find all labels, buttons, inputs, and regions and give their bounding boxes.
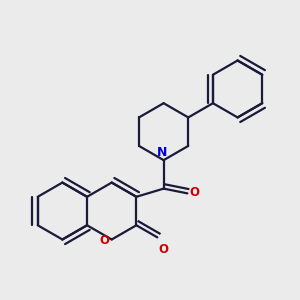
- Text: O: O: [190, 186, 200, 199]
- Text: O: O: [158, 243, 169, 256]
- Text: N: N: [156, 146, 167, 159]
- Text: O: O: [100, 234, 110, 247]
